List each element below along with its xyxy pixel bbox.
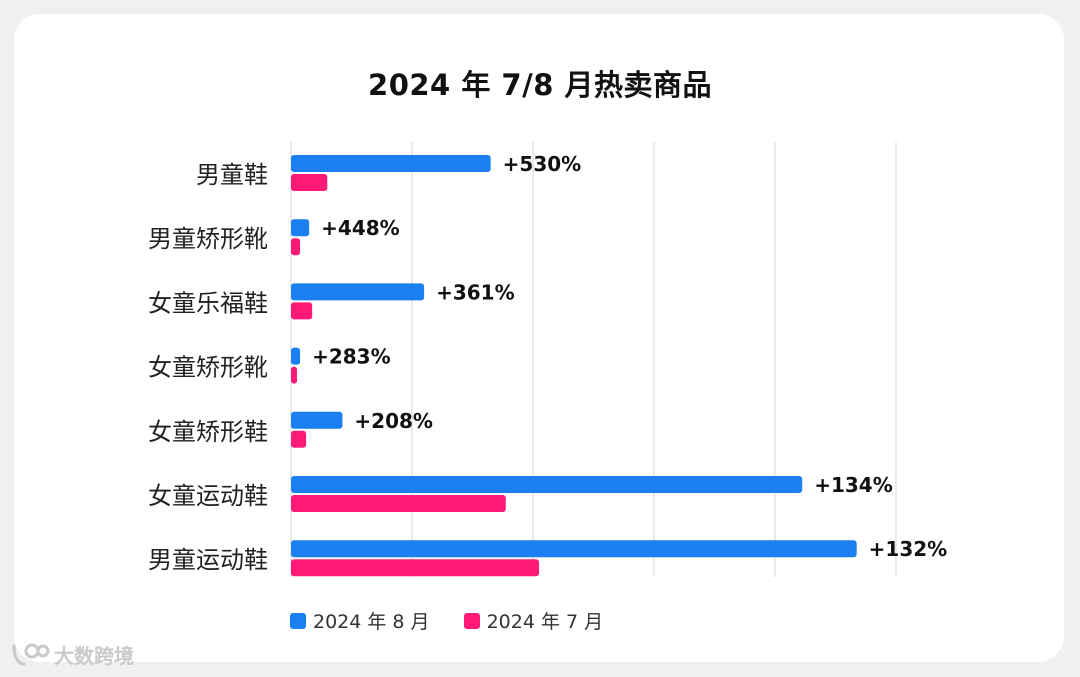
bar-aug [291,219,310,237]
bar-jul [291,559,540,577]
watermark: 大数跨境 [10,640,134,669]
labels: 男童鞋 +530% 男童矫形靴 +448% 女童乐福鞋 +361% 女童矫形靴 +283% 女童… [148,152,947,574]
bar-jul [291,430,307,448]
legend-item-jul: 2024 年 7 月 [463,607,604,634]
legend-swatch-jul [463,612,480,629]
bar-jul [291,366,298,384]
growth-label: +448% [321,216,400,240]
growth-label: +208% [354,409,433,433]
category-label: 男童鞋 [196,161,268,189]
bar-aug [291,283,425,301]
category-label: 男童运动鞋 [148,546,268,574]
bar-jul [291,238,301,256]
legend-swatch-aug [290,612,306,629]
category-label: 女童矫形靴 [148,354,268,382]
bar-jul [291,302,313,320]
growth-label: +361% [436,280,515,304]
chart-title: 2024 年 7/8 月热卖商品 [368,68,712,102]
logo-icon [12,643,50,665]
legend-label-jul: 2024 年 7 月 [486,611,604,633]
bar-aug [291,155,491,172]
legend: 2024 年 8 月 2024 年 7 月 [290,607,637,634]
growth-label: +132% [869,537,948,561]
growth-label: +283% [312,345,391,369]
legend-item-aug: 2024 年 8 月 [290,607,430,634]
bar-jul [291,174,328,191]
growth-label: +134% [814,473,893,497]
bar-aug [291,347,301,365]
category-label: 女童运动鞋 [148,482,268,510]
legend-label-aug: 2024 年 8 月 [313,611,430,633]
category-label: 男童矫形靴 [148,225,268,253]
watermark-text: 大数跨境 [54,644,134,668]
growth-label: +530% [503,152,582,176]
bars [291,155,857,577]
category-label: 女童矫形鞋 [148,418,268,446]
bar-aug [291,411,343,429]
bar-jul [291,495,506,512]
bar-aug [291,540,857,558]
bar-aug [291,476,803,493]
category-label: 女童乐福鞋 [148,289,268,317]
